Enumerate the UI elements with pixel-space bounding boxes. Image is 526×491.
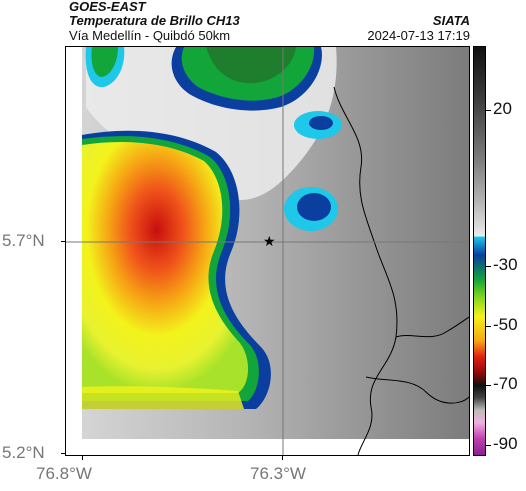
colorbar-label-minus-30: -30 — [493, 255, 518, 274]
lat-tick-5-7: 5.7°N — [2, 231, 45, 250]
colorbar-label-20: 20 — [493, 99, 512, 118]
border-line — [333, 86, 398, 455]
agency-label: SIATA — [432, 13, 470, 28]
lon-tick-76-8: 76.8°W — [36, 464, 92, 483]
colorbar-label-minus-70: -70 — [493, 374, 518, 393]
satellite-title: GOES-EAST — [69, 0, 146, 14]
colorbar-label-minus-90: -90 — [493, 434, 518, 453]
temperature-colorbar — [473, 46, 486, 456]
route-subtitle: Vía Medellín - Quibdó 50km — [69, 28, 231, 43]
satellite-map[interactable]: ★ — [65, 46, 470, 456]
timestamp-label: 2024-07-13 17:19 — [367, 28, 470, 43]
lat-tick-5-2: 5.2°N — [2, 443, 45, 462]
lon-tick-76-3: 76.3°W — [250, 464, 306, 483]
star-marker: ★ — [263, 234, 276, 250]
product-title: Temperatura de Brillo CH13 — [69, 13, 240, 28]
brightness-temperature-image: ★ — [66, 47, 469, 455]
colorbar-label-minus-50: -50 — [493, 315, 518, 334]
